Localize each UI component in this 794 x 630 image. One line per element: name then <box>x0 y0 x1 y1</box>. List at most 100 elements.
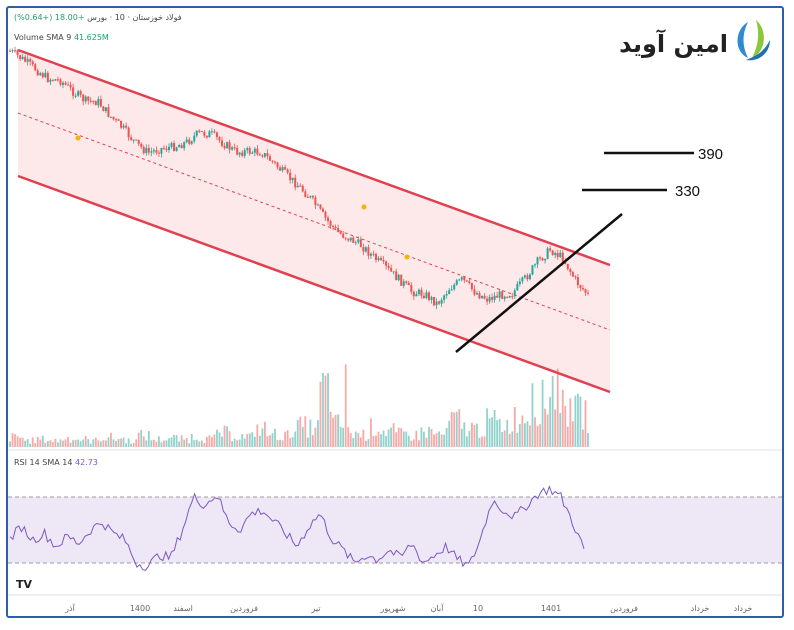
volume-bar <box>531 383 534 447</box>
volume-bar <box>364 440 367 447</box>
event-marker <box>75 135 81 141</box>
volume-bar <box>150 440 153 447</box>
candle-body <box>533 264 536 266</box>
volume-bar <box>390 427 393 447</box>
candle-body <box>160 147 163 154</box>
candle-body <box>241 152 244 156</box>
tradingview-logo: TV <box>16 578 33 591</box>
volume-bar <box>430 429 433 447</box>
candle-body <box>382 260 385 262</box>
candle-body <box>274 161 277 163</box>
volume-legend[interactable]: Volume SMA 9 41.625M <box>14 33 109 42</box>
volume-bar <box>190 433 193 447</box>
candle-body <box>180 145 183 149</box>
volume-bar <box>289 438 292 447</box>
volume-bar <box>551 376 554 447</box>
volume-bar <box>569 398 572 447</box>
candle-body <box>89 100 92 102</box>
volume-bar <box>541 379 544 447</box>
volume-bar <box>36 436 39 447</box>
x-tick-label: تیر <box>310 604 320 613</box>
candle-body <box>354 242 357 244</box>
candle-body <box>549 248 552 251</box>
candle-body <box>16 50 19 56</box>
volume-bar <box>319 381 322 447</box>
volume-bar <box>342 427 345 447</box>
rsi-label: RSI 14 SMA 14 <box>14 458 73 467</box>
volume-bar <box>412 439 415 447</box>
candle-body <box>185 139 188 143</box>
candle-body <box>173 143 176 151</box>
candle-body <box>62 82 65 85</box>
volume-bar <box>266 436 269 447</box>
volume-bar <box>102 440 105 447</box>
volume-bar <box>582 429 584 447</box>
candle-body <box>347 238 350 241</box>
candle-body <box>248 148 251 154</box>
volume-bar <box>435 433 438 447</box>
candle-body <box>205 135 208 138</box>
volume-bar <box>425 437 428 447</box>
volume-bar <box>183 439 186 447</box>
candle-body <box>87 96 90 101</box>
candle-body <box>478 293 481 299</box>
volume-bar <box>218 432 221 447</box>
candle-body <box>374 254 377 261</box>
candle-body <box>422 295 425 299</box>
candle-body <box>195 130 198 136</box>
volume-bar <box>579 396 582 447</box>
volume-bar <box>198 441 201 447</box>
volume-bar <box>468 430 471 447</box>
candle-body <box>208 131 211 138</box>
candle-body <box>546 248 549 259</box>
volume-bar <box>26 439 29 447</box>
volume-bar <box>223 425 226 447</box>
candle-body <box>31 61 34 65</box>
candle-body <box>67 84 70 86</box>
x-tick-label: خرداد <box>691 604 710 613</box>
candle-body <box>112 116 115 120</box>
volume-bar <box>274 428 276 447</box>
volume-bar <box>31 437 34 447</box>
volume-bar <box>52 442 54 447</box>
symbol-header[interactable]: فولاد خوزستان · 10 · بورس +18.00 (+0.64%… <box>14 13 182 22</box>
candle-body <box>120 120 123 128</box>
volume-bar <box>370 418 372 447</box>
volume-bar <box>211 437 213 447</box>
candle-body <box>511 296 514 298</box>
volume-bar <box>564 405 567 447</box>
candle-body <box>569 269 572 273</box>
volume-bar <box>309 419 312 447</box>
volume-bar <box>281 440 284 447</box>
candle-body <box>349 237 352 241</box>
volume-bar <box>163 440 165 447</box>
volume-bar <box>385 436 387 447</box>
volume-bar <box>115 440 117 447</box>
candle-body <box>561 252 564 262</box>
candle-body <box>339 231 342 234</box>
candle-body <box>243 150 246 156</box>
volume-bar <box>503 430 506 447</box>
candle-body <box>130 137 133 140</box>
volume-bar <box>395 432 398 447</box>
volume-bar <box>62 440 64 447</box>
volume-bar <box>367 439 370 447</box>
volume-bar <box>99 441 102 447</box>
candle-body <box>24 56 27 62</box>
volume-bar <box>165 440 168 447</box>
volume-bar <box>130 443 133 447</box>
volume-bar <box>221 436 223 447</box>
candle-body <box>69 84 72 88</box>
candle-body <box>115 119 118 121</box>
rsi-legend[interactable]: RSI 14 SMA 14 42.73 <box>14 458 98 467</box>
volume-bar <box>556 368 559 447</box>
volume-bar <box>534 417 536 447</box>
candle-body <box>425 292 428 299</box>
candle-body <box>468 281 471 283</box>
volume-bar <box>405 431 408 447</box>
candle-body <box>465 280 468 282</box>
candle-body <box>140 143 143 147</box>
volume-bar <box>24 440 27 447</box>
volume-bar <box>438 431 440 447</box>
